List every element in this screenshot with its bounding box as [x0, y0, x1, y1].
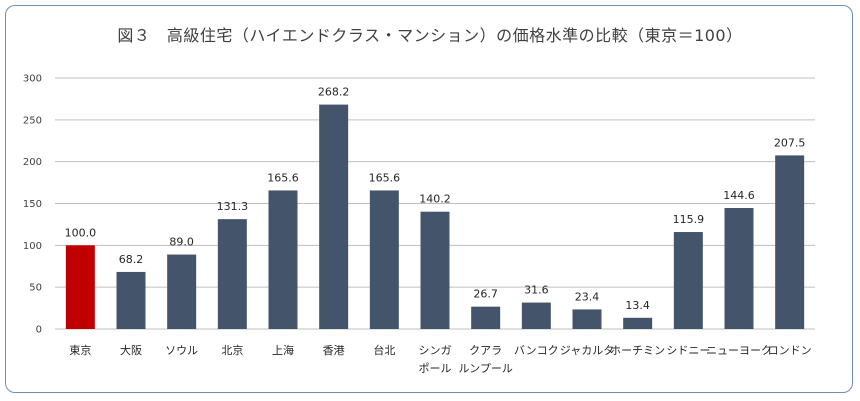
data-label: 89.0	[169, 236, 194, 249]
category-label: 大阪	[120, 343, 142, 357]
y-tick-label: 150	[23, 199, 42, 210]
bar	[572, 309, 602, 329]
data-label: 144.6	[723, 189, 755, 202]
data-label: 140.2	[419, 193, 451, 206]
y-tick-label: 0	[36, 325, 42, 336]
bar	[319, 104, 349, 329]
bar	[420, 211, 450, 329]
bar	[471, 306, 501, 329]
y-tick-label: 250	[23, 115, 42, 126]
bar	[521, 302, 551, 329]
y-tick-label: 200	[23, 157, 42, 168]
bar	[116, 271, 146, 329]
data-label: 23.4	[575, 290, 600, 303]
bar	[65, 245, 95, 329]
bar	[268, 190, 298, 329]
category-label: ルンプール	[458, 362, 512, 375]
data-label: 207.5	[774, 136, 806, 149]
category-label: バンコク	[514, 344, 559, 357]
data-label: 131.3	[217, 200, 249, 213]
category-label: 香港	[323, 344, 345, 357]
bar	[673, 232, 703, 329]
data-label: 26.7	[473, 288, 498, 301]
bar	[167, 254, 197, 329]
data-label: 100.0	[65, 226, 97, 239]
category-label: ホーチミン	[610, 344, 665, 357]
category-label: ソウル	[165, 344, 198, 357]
data-label: 165.6	[267, 171, 299, 184]
bar	[369, 190, 399, 329]
y-tick-label: 50	[29, 283, 42, 294]
y-tick-label: 300	[23, 74, 42, 85]
data-label: 31.6	[524, 284, 549, 297]
category-label: ジャカルタ	[560, 344, 614, 357]
data-label: 115.9	[673, 213, 705, 226]
bar	[623, 317, 653, 329]
category-label: 台北	[373, 343, 395, 357]
data-label: 165.6	[369, 171, 401, 184]
chart-title: 図３ 高級住宅（ハイエンドクラス・マンション）の価格水準の比較（東京＝100）	[117, 26, 743, 45]
bar	[775, 155, 805, 329]
category-label: クアラ	[469, 344, 502, 357]
data-label: 68.2	[119, 253, 144, 266]
category-label: 東京	[69, 343, 91, 357]
category-label: シンガ	[419, 344, 452, 357]
data-label: 13.4	[625, 299, 650, 312]
bar	[217, 219, 247, 329]
category-label: ニューヨーク	[706, 344, 772, 357]
category-label: 北京	[221, 343, 243, 357]
category-label: シドニー	[666, 344, 710, 357]
y-tick-label: 100	[23, 241, 42, 252]
category-label: 上海	[272, 343, 294, 357]
data-label: 268.2	[318, 86, 350, 99]
category-label: ポール	[419, 362, 452, 375]
category-label: ロンドン	[768, 344, 812, 357]
bar	[724, 208, 754, 329]
